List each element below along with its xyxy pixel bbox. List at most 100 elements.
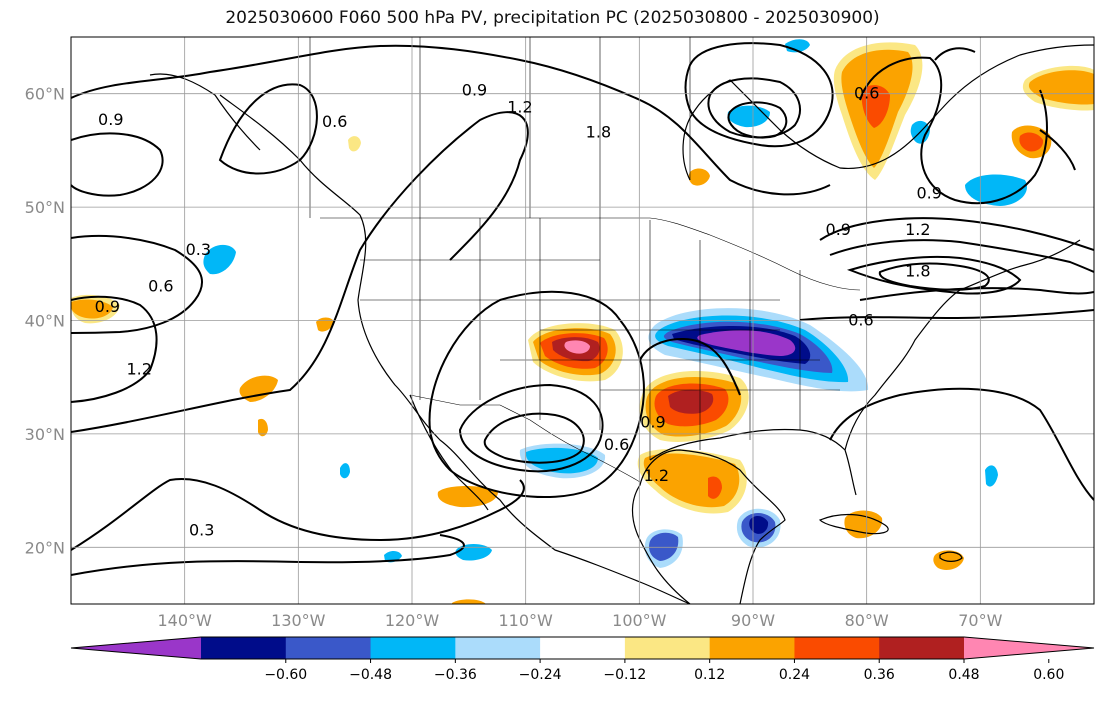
lat-tick-label: 30°N [25, 425, 65, 444]
precip-negative-yucatan-3 [749, 516, 769, 534]
pv-contour-label: 1.2 [644, 466, 669, 485]
coastline-cuba [818, 513, 889, 535]
pv-contour-label: 0.6 [604, 435, 629, 454]
pv-contour-label: 0.3 [186, 240, 211, 259]
pv-contour-label: 1.2 [507, 97, 532, 116]
colorbar-segment [709, 637, 795, 659]
pv-contour-line [878, 262, 990, 291]
coastline-alaska [149, 73, 261, 151]
pv-contour-line [71, 534, 465, 576]
colorbar-segment [879, 637, 965, 659]
precip-positive-ontario [688, 168, 710, 186]
lon-tick-label: 130°W [271, 611, 326, 630]
colorbar-tick-label: 0.60 [1033, 667, 1064, 683]
pv-contour-line [71, 111, 529, 433]
precip-positive-hispaniola [933, 550, 964, 570]
colorbar-segment [624, 637, 711, 659]
pv-contour-line [71, 295, 158, 403]
coastline-gulf-north [649, 428, 857, 496]
border-us-mexico [409, 394, 641, 483]
pv-contour-label: 0.6 [148, 276, 173, 295]
pv-contour-line [71, 234, 204, 334]
precip-positive-east-pacific-2 [71, 299, 113, 319]
coastline-hispaniola [939, 551, 963, 562]
lon-tick-label: 80°W [845, 611, 889, 630]
pv-contour-line [458, 383, 604, 473]
graticule [71, 37, 1094, 604]
pv-contour-line [829, 387, 1094, 501]
coastline-baja [409, 394, 489, 511]
pv-contour-label: 1.8 [586, 122, 611, 141]
colorbar-outline [70, 636, 1095, 660]
pv-contour-label: 1.2 [126, 359, 151, 378]
lon-tick-label: 70°W [958, 611, 1002, 630]
colorbar-extend-high [964, 637, 1094, 659]
coastline-east [844, 239, 1081, 451]
precip-positive-labrador-4 [1019, 132, 1044, 152]
pv-contour-line [71, 44, 831, 196]
precip-positive-labrador-2 [1028, 70, 1094, 105]
colorbar-segment [794, 637, 880, 659]
pv-contour-line [71, 132, 164, 197]
precip-positive-quebec-3 [861, 85, 890, 128]
lat-tick-label: 40°N [25, 312, 65, 331]
pv-contour-labels: 0.9 1.2 1.8 0.6 0.9 0.3 0.6 0.9 1.2 0.3 0.9 0.6 1.2 0… [95, 80, 942, 539]
pv-contours [71, 42, 1094, 576]
pv-contour-line [799, 309, 1094, 321]
pv-contour-line [829, 239, 1094, 273]
pv-contour-label: 0.6 [848, 311, 873, 330]
longitude-tick-labels: 140°W 130°W 120°W 110°W 100°W 90°W 80°W 70°W [157, 611, 1002, 630]
lon-tick-label: 110°W [498, 611, 553, 630]
lon-tick-label: 120°W [385, 611, 440, 630]
pv-contour-line [707, 77, 801, 139]
lat-tick-label: 50°N [25, 198, 65, 217]
pv-contour-line [819, 217, 1094, 251]
coastline-west [219, 94, 691, 604]
colorbar-tick-label: −0.36 [434, 667, 477, 683]
state-lines [360, 218, 840, 460]
colorbar-segment [201, 637, 287, 659]
lat-tick-label: 60°N [25, 85, 65, 104]
precip-negative-pacific [203, 244, 236, 275]
colorbar: −0.60 −0.48 −0.36 −0.24 −0.12 0.12 0.24 0.36 0.4… [70, 636, 1095, 683]
pv-contour-label: 0.9 [640, 413, 665, 432]
pv-contour-label: 1.2 [905, 220, 930, 239]
precip-positive-four-corners-5 [564, 340, 590, 354]
plot-frame [70, 36, 1095, 605]
coastline-gulf [631, 449, 786, 604]
map-title: 2025030600 F060 500 hPa PV, precipitatio… [225, 8, 880, 28]
latitude-tick-labels: 60°N 50°N 40°N 30°N 20°N [25, 85, 65, 558]
precip-negative-central-us-5 [697, 330, 796, 356]
pv-contour-label: 0.9 [826, 220, 851, 239]
pv-contour-label: 0.9 [98, 110, 123, 129]
pv-contour-label: 0.9 [462, 80, 487, 99]
precip-positive-pacific-a [239, 375, 278, 402]
pv-contour-line [218, 83, 318, 175]
pv-contour-label: 0.6 [854, 84, 879, 103]
colorbar-tick-label: 0.48 [948, 667, 979, 683]
colorbar-extend-low [71, 637, 201, 659]
colorbar-tick-label: −0.60 [264, 667, 307, 683]
pv-contour-label: 0.6 [322, 112, 347, 131]
border-us-canada [320, 217, 861, 291]
precip-positive-caribbean-south [452, 599, 486, 604]
political-borders [309, 37, 861, 483]
precip-positive-pacific-c [316, 317, 334, 332]
pv-contour-line [934, 47, 976, 61]
colorbar-tick-label: 0.12 [694, 667, 725, 683]
precip-negative-pacific-small [340, 463, 350, 479]
colorbar-tick-label: −0.24 [519, 667, 562, 683]
colorbar-segment [285, 637, 372, 659]
colorbar-tick-label: 0.24 [779, 667, 810, 683]
coastline-hudson [682, 79, 901, 181]
precip-negative-mexico-south-2 [649, 532, 679, 561]
coastlines [149, 44, 1094, 604]
precip-positive-pacific-b [258, 418, 268, 437]
pv-contour-line [859, 56, 1048, 205]
pv-contour-line [859, 287, 1094, 301]
pv-contour-label: 0.9 [95, 297, 120, 316]
colorbar-segment [370, 637, 456, 659]
lon-tick-label: 100°W [612, 611, 667, 630]
